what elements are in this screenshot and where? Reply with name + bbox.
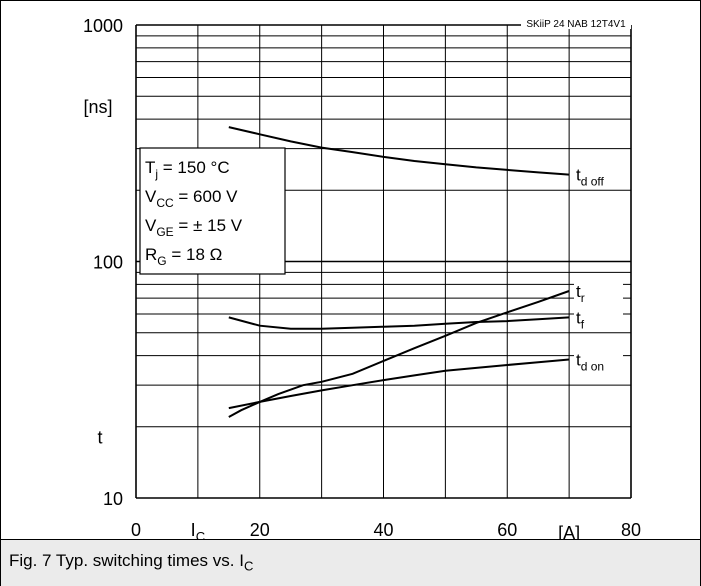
series-label-bg xyxy=(574,160,623,189)
caption-sub: C xyxy=(243,558,254,574)
series-label-bg xyxy=(574,303,623,332)
condition-line: VCC = 600 V xyxy=(145,187,238,210)
x-tick-label: 20 xyxy=(250,520,270,539)
axes xyxy=(135,25,632,499)
y-tick-label: 1000 xyxy=(83,16,123,36)
y-tick-label: 10 xyxy=(103,489,123,509)
series-label-bg xyxy=(574,345,623,374)
grid xyxy=(136,24,631,498)
y-axis-symbol: t xyxy=(97,428,102,448)
title-background xyxy=(521,17,631,29)
caption-main: Fig. 7 Typ. switching times vs. I xyxy=(9,551,244,570)
y-axis-unit: [ns] xyxy=(83,97,112,117)
caption-text: Fig. 7 Typ. switching times vs. IC xyxy=(9,551,253,573)
switching-times-chart: td off tr tf td on 0 20 40 60 80 IC [A] 10 100 1000 [… xyxy=(83,16,641,539)
series-label: td on xyxy=(576,351,604,374)
y-tick-label: 100 xyxy=(93,253,123,273)
condition-line: RG = 18 Ω xyxy=(145,245,222,268)
conditions-box: Tj = 150 °C VCC = 600 V VGE = ± 15 V RG = 1… xyxy=(139,147,286,275)
condition-line: Tj = 150 °C xyxy=(145,158,230,181)
caption-bar: Fig. 7 Typ. switching times vs. IC xyxy=(1,539,700,586)
series-label: tr xyxy=(576,282,585,305)
labels: 0 20 40 60 80 IC [A] 10 100 1000 [ns] t SKiiP 24 NAB… xyxy=(83,16,641,539)
series-label: td off xyxy=(576,166,605,189)
x-tick-label: 0 xyxy=(131,520,141,539)
x-tick-label: 40 xyxy=(373,520,393,539)
curves: td off tr tf td on xyxy=(228,126,623,418)
series-line-d-on xyxy=(228,358,570,410)
conditions-box-frame xyxy=(139,147,286,275)
chart-title: SKiiP 24 NAB 12T4V1 xyxy=(526,19,626,30)
x-tick-label: 60 xyxy=(497,520,517,539)
series-label-bg xyxy=(574,277,623,306)
x-tick-label: 80 xyxy=(621,520,641,539)
series-line-d-off xyxy=(228,126,570,176)
condition-line: VGE = ± 15 V xyxy=(145,216,243,239)
x-axis-symbol: IC xyxy=(191,520,205,539)
x-axis-unit: [A] xyxy=(558,523,580,539)
series-line-f xyxy=(228,316,570,330)
series-label: tf xyxy=(576,308,585,331)
